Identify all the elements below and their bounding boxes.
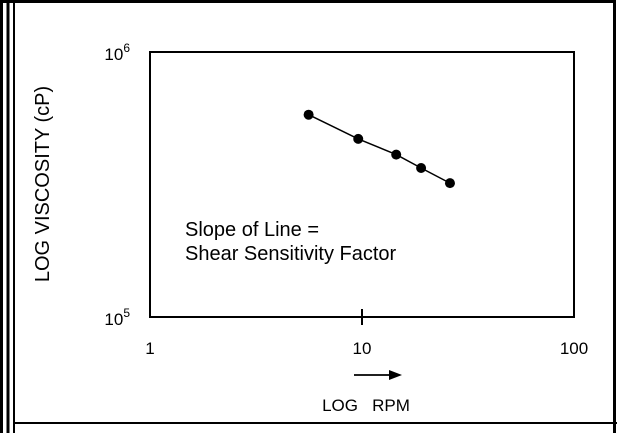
- data-point: [353, 133, 364, 144]
- annotation-line-2: Shear Sensitivity Factor: [185, 243, 397, 265]
- data-point: [303, 109, 314, 120]
- y-ticks: 105 106: [104, 41, 130, 329]
- x-ticks: 1 10 100: [145, 309, 588, 358]
- x-axis-label: LOG RPM: [322, 396, 410, 415]
- x-tick-label: 10: [353, 339, 372, 358]
- x-tick-label: 1: [145, 339, 154, 358]
- data-point: [444, 178, 455, 189]
- data-point: [416, 162, 427, 173]
- y-tick-label: 105: [104, 306, 130, 329]
- plot-area: [149, 51, 575, 318]
- y-tick-label: 106: [104, 41, 130, 64]
- y-axis-label: LOG VISCOSITY (cP): [32, 86, 54, 282]
- series-layer: [303, 109, 455, 189]
- x-arrow-head: [389, 370, 402, 380]
- series-line: [308, 114, 451, 184]
- x-tick-label: 100: [560, 339, 588, 358]
- data-point: [391, 149, 402, 160]
- annotation-line-1: Slope of Line =: [185, 219, 319, 241]
